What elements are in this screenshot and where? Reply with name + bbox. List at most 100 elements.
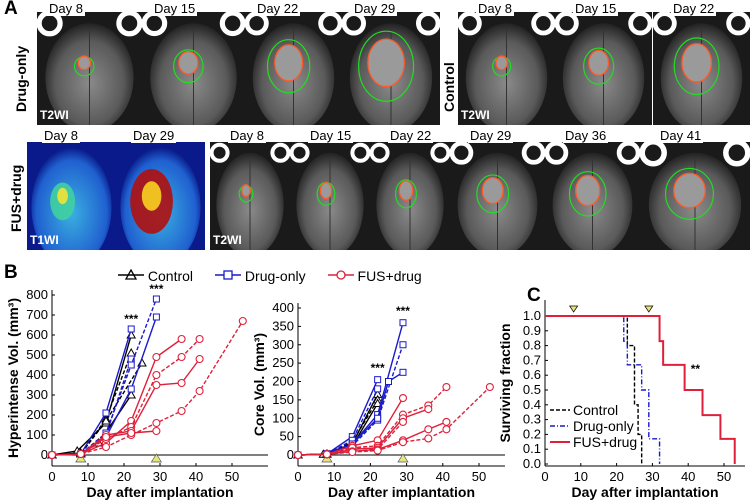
panel-b-letter: B	[4, 262, 18, 283]
y-tick-label: 800	[26, 287, 48, 302]
sequence-label: T2WI	[461, 108, 490, 122]
y-tick-label: 0.9	[523, 323, 541, 338]
treatment-marker-icon	[150, 453, 163, 463]
data-point-fus-drug	[398, 417, 408, 426]
data-point-control	[126, 389, 137, 399]
series-line-fus_drug	[51, 358, 201, 456]
legend-fus-drug: FUS+drug	[327, 268, 422, 284]
series-line-drug_only	[297, 388, 379, 456]
data-point-fus-drug	[177, 334, 186, 344]
x-tick-label: 30	[153, 469, 167, 484]
panel-a-letter: A	[4, 0, 18, 19]
data-point-fus-drug	[47, 450, 57, 460]
day-label: Day 29	[352, 1, 398, 16]
x-tick-label: 10	[81, 469, 95, 484]
y-tick-label: 300	[26, 387, 48, 402]
x-tick-label: 40	[189, 469, 203, 484]
mri-drug-only-3	[342, 12, 441, 125]
y-tick-label: 500	[26, 347, 48, 362]
data-point-fus-drug	[152, 352, 161, 362]
x-tick-label: 0	[294, 469, 301, 484]
y-tick-label: 0.8	[523, 338, 541, 353]
data-point-drug-only	[399, 341, 407, 349]
data-point-drug-only	[152, 295, 160, 303]
data-point-fus-drug	[442, 382, 451, 392]
data-point-fus-drug	[101, 432, 111, 442]
data-point-fus-drug	[424, 425, 433, 434]
mri-drug-only-1	[142, 12, 246, 125]
data-point-fus-drug	[238, 316, 247, 326]
x-axis-label: Day after implantation	[86, 484, 233, 500]
legend-control: Control	[118, 268, 193, 284]
mri-t1-1	[116, 142, 206, 250]
y-tick-label: 0.3	[523, 412, 541, 427]
y-axis-label: Hyperintense Vol. (mm³)	[5, 298, 21, 458]
mri-fus-t2-1	[290, 142, 371, 250]
y-tick-label: 300	[272, 337, 294, 352]
x-tick-label: 10	[327, 469, 341, 484]
x-tick-label: 0	[48, 469, 55, 484]
sequence-label: T2WI	[40, 108, 69, 122]
mri-control-1	[555, 12, 653, 125]
treatment-marker-icon	[644, 305, 654, 313]
y-axis-label: Core Vol. (mm³)	[251, 333, 267, 436]
data-point-fus-drug	[398, 393, 408, 403]
data-point-fus-drug	[322, 450, 332, 459]
mri-fus-t2-4	[545, 142, 641, 250]
x-tick-label: 30	[399, 469, 413, 484]
day-label: Day 8	[42, 128, 80, 143]
data-point-fus-drug	[442, 425, 451, 434]
legend-b: Control Drug-only FUS+drug	[118, 268, 422, 284]
y-tick-label: 0	[287, 447, 294, 462]
data-point-fus-drug	[348, 448, 357, 457]
data-point-fus-drug	[101, 442, 111, 452]
day-label: Day 29	[131, 128, 177, 143]
series-line-fus_drug	[51, 338, 201, 456]
y-tick-label: 0.2	[523, 426, 541, 441]
day-label: Day 22	[388, 128, 434, 143]
day-label: Day 15	[152, 1, 198, 16]
y-tick-label: 0.1	[523, 441, 541, 456]
mri-fus-t2-5	[640, 142, 750, 250]
data-point-fus-drug	[177, 406, 186, 416]
day-label: Day 41	[658, 128, 704, 143]
data-point-fus-drug	[424, 405, 433, 414]
day-label: Day 15	[573, 1, 619, 16]
day-label: Day 29	[468, 128, 514, 143]
legend-drug-only: Drug-only	[215, 268, 306, 284]
y-tick-label: 0	[41, 447, 48, 462]
data-point-drug-only	[374, 385, 382, 393]
y-tick-label: 400	[272, 300, 294, 315]
y-axis-label: Surviving fraction	[497, 323, 513, 442]
day-label: Day 22	[671, 1, 717, 16]
y-tick-label: 0.7	[523, 352, 541, 367]
significance-annotation: ***	[124, 312, 138, 326]
y-tick-label: 200	[272, 374, 294, 389]
data-point-drug-only	[127, 385, 135, 393]
day-label: Day 22	[255, 1, 301, 16]
mri-fus-t2-3	[450, 142, 546, 250]
y-tick-label: 0.6	[523, 367, 541, 382]
x-tick-label: 40	[436, 469, 450, 484]
data-point-fus-drug	[177, 352, 186, 362]
mri-drug-only-0	[37, 12, 143, 125]
data-point-fus-drug	[398, 438, 408, 447]
y-tick-label: 150	[272, 392, 294, 407]
data-point-fus-drug	[152, 426, 161, 436]
series-line-fus_drug	[51, 338, 183, 456]
y-tick-label: 50	[280, 429, 294, 444]
data-point-drug-only	[385, 378, 392, 385]
y-tick-label: 0.4	[523, 397, 541, 412]
x-tick-label: 20	[609, 469, 623, 484]
x-tick-label: 50	[472, 469, 486, 484]
data-point-control	[126, 347, 137, 357]
legend-label-control: Control	[573, 402, 618, 418]
data-point-drug-only	[374, 376, 382, 384]
treatment-marker-icon	[568, 305, 579, 313]
mri-t1-0	[27, 142, 117, 250]
x-tick-label: 20	[117, 469, 131, 484]
sequence-label: T1WI	[30, 233, 59, 247]
y-tick-label: 0.5	[523, 382, 541, 397]
data-point-fus-drug	[195, 334, 204, 344]
